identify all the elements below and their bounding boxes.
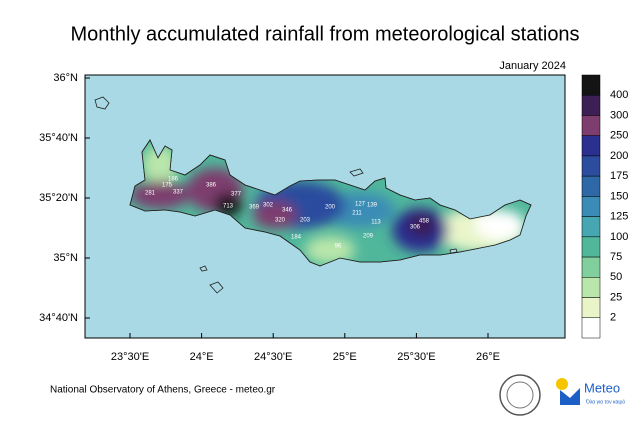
station-value: 127: [355, 202, 366, 208]
lon-label: 24°E: [190, 351, 214, 363]
station-value: 386: [206, 183, 217, 189]
colorbar-box: [581, 135, 601, 157]
colorbar-label: 2: [610, 312, 616, 324]
colorbar: 400 300 250 200 175 150 125 100 75 50 25 2: [581, 74, 628, 339]
station-value: 281: [145, 191, 156, 197]
lon-label: 25°30'E: [397, 351, 435, 363]
colorbar-box: [581, 115, 601, 136]
colorbar-label: 50: [610, 271, 622, 283]
station-value: 175: [162, 183, 173, 189]
station-value: 209: [363, 234, 374, 240]
colorbar-box: [581, 175, 601, 197]
logo-tagline: Όλα για τον καιρό: [585, 398, 625, 405]
colorbar-box: [581, 236, 601, 258]
colorbar-label: 75: [610, 251, 622, 263]
lon-label: 24°30'E: [254, 351, 292, 363]
station-value: 458: [419, 219, 430, 225]
colorbar-label: 150: [610, 190, 628, 202]
station-value: 203: [300, 218, 311, 224]
lat-label: 35°20'N: [39, 192, 78, 204]
colorbar-label: 25: [610, 291, 622, 303]
lon-labels: 23°30'E 24°E 24°30'E 25°E 25°30'E 26°E: [111, 333, 500, 363]
logo-name: Meteo: [584, 380, 620, 395]
colorbar-label: 200: [610, 150, 628, 162]
station-value: 713: [223, 204, 234, 210]
lat-label: 35°N: [53, 252, 78, 264]
colorbar-label: 100: [610, 231, 628, 243]
colorbar-label: 300: [610, 109, 628, 121]
lat-labels: 36°N 35°40'N 35°20'N 35°N 34°40'N: [39, 72, 90, 324]
colorbar-box: [581, 155, 601, 177]
station-value: 306: [410, 225, 421, 231]
colorbar-label: 125: [610, 211, 628, 223]
station-value: 337: [173, 190, 184, 196]
colorbar-box: [581, 317, 601, 339]
lon-label: 23°30'E: [111, 351, 149, 363]
credit: National Observatory of Athens, Greece -…: [50, 385, 276, 396]
station-value: 186: [168, 177, 179, 183]
station-value: 302: [263, 203, 274, 209]
station-value: 346: [282, 208, 293, 214]
station-value: 211: [352, 211, 362, 217]
station-value: 200: [325, 205, 336, 211]
colorbar-label: 250: [610, 130, 628, 142]
station-value: 96: [335, 244, 342, 250]
colorbar-box: [581, 196, 601, 217]
lat-label: 36°N: [53, 72, 78, 84]
date-label: January 2024: [499, 60, 566, 72]
lon-label: 25°E: [333, 351, 357, 363]
station-value: 184: [291, 235, 302, 241]
colorbar-label: 400: [610, 89, 628, 101]
map-title: Monthly accumulated rainfall from meteor…: [70, 23, 579, 45]
station-value: 369: [249, 205, 260, 211]
noa-logo: [499, 374, 541, 416]
colorbar-box: [581, 74, 601, 96]
station-value: 139: [367, 203, 378, 209]
colorbar-box: [581, 256, 601, 278]
lat-label: 34°40'N: [39, 312, 78, 324]
colorbar-label: 175: [610, 170, 628, 182]
meteo-logo: Meteo Όλα για τον καιρό: [556, 378, 625, 405]
colorbar-box: [581, 277, 601, 298]
colorbar-box: [581, 297, 601, 319]
station-value: 113: [371, 220, 381, 226]
station-value: 377: [231, 192, 242, 198]
lon-label: 26°E: [476, 351, 500, 363]
colorbar-box: [581, 216, 601, 238]
colorbar-box: [581, 94, 601, 116]
lat-label: 35°40'N: [39, 132, 78, 144]
land: [94, 96, 532, 294]
station-value: 320: [275, 218, 286, 224]
